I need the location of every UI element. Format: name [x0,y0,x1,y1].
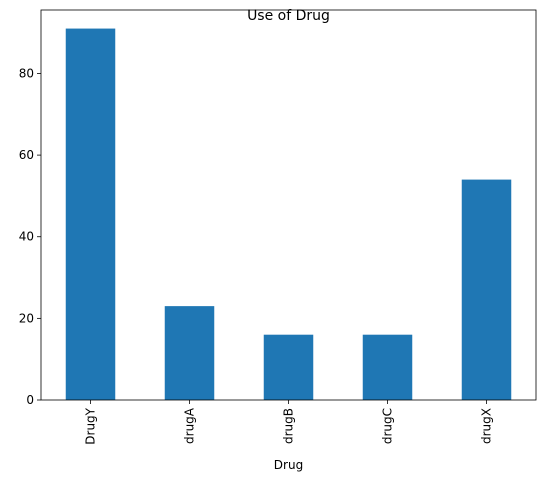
x-tick-label-drugX: drugX [480,408,494,444]
y-axis: 0 20 40 60 80 [19,66,41,407]
x-tick-label-drugC: drugC [381,408,395,444]
x-tick-label-drugB: drugB [282,408,296,444]
x-tick-label-DrugY: DrugY [84,407,98,444]
bars-group [65,28,512,400]
axes-frame [40,9,537,401]
bar-DrugY [65,28,116,400]
bar-drugC [362,334,413,400]
y-tick-label-20: 20 [19,311,34,325]
bar-drugA [164,306,215,400]
x-axis: DrugY drugA drugB drugC drugX [84,400,494,445]
bar-drugB [263,334,314,400]
x-axis-label: Drug [274,458,303,472]
y-tick-label-0: 0 [26,393,34,407]
bar-drugX [461,179,512,400]
y-tick-label-80: 80 [19,66,34,80]
y-tick-label-40: 40 [19,230,34,244]
y-tick-label-60: 60 [19,148,34,162]
chart-title: Use of Drug [247,8,330,24]
x-tick-label-drugA: drugA [183,407,197,444]
